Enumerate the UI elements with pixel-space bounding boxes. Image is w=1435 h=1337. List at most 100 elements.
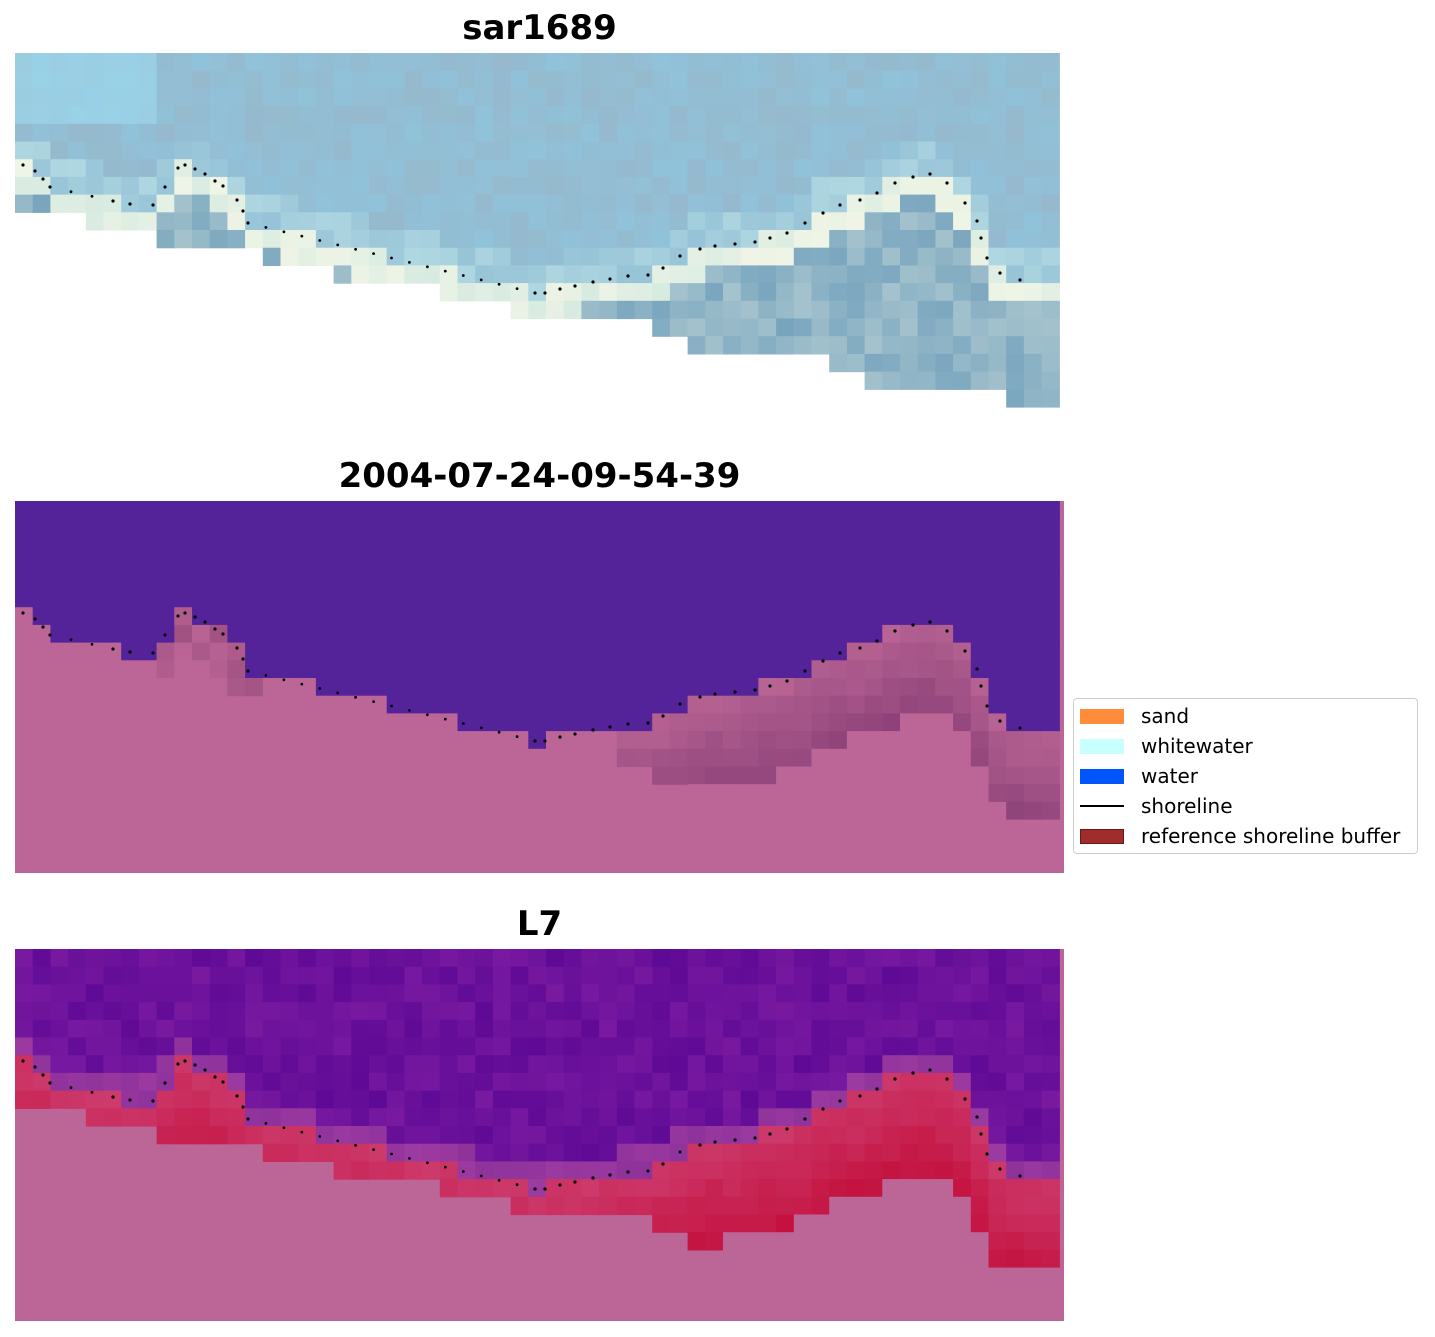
shoreline-point	[661, 266, 665, 270]
shoreline-point	[875, 1087, 879, 1091]
shoreline-point	[753, 240, 757, 244]
shoreline-point	[300, 1130, 304, 1134]
shoreline-point	[698, 1143, 702, 1147]
shoreline-point	[733, 242, 737, 246]
shoreline-point	[264, 226, 268, 229]
shoreline-point	[533, 291, 537, 295]
shoreline-point	[41, 177, 45, 181]
shoreline-point	[443, 1165, 447, 1169]
shoreline-point	[203, 1068, 207, 1072]
shoreline-point	[678, 1150, 682, 1154]
shoreline-point	[626, 274, 630, 278]
legend-item-shoreline: shoreline	[1080, 791, 1233, 821]
shoreline-point	[821, 1107, 825, 1111]
shoreline-point	[426, 265, 429, 269]
shoreline-point	[128, 650, 132, 654]
shoreline-point	[193, 615, 197, 619]
shoreline-point	[838, 1099, 842, 1103]
shoreline-point	[646, 273, 650, 277]
shoreline-point	[241, 657, 245, 661]
shoreline-point	[426, 1161, 429, 1165]
shoreline-point	[203, 620, 207, 624]
shoreline-point	[875, 191, 879, 195]
shoreline-point	[911, 175, 915, 179]
shoreline-point	[821, 211, 825, 215]
shoreline-point	[213, 627, 217, 631]
shoreline-point	[300, 682, 304, 686]
shoreline-point	[998, 1167, 1002, 1171]
reference-buffer-swatch	[1080, 828, 1124, 844]
legend-label-shoreline: shoreline	[1141, 794, 1233, 818]
shoreline-point	[591, 728, 595, 732]
shoreline-point	[426, 713, 429, 717]
shoreline-point	[928, 1068, 932, 1072]
shoreline-point	[264, 1122, 268, 1125]
shoreline-point	[90, 1090, 94, 1094]
shoreline-point	[838, 203, 842, 207]
shoreline-point	[858, 198, 862, 202]
shoreline-point	[183, 1059, 187, 1063]
shoreline-point	[183, 163, 187, 167]
shoreline-point	[90, 642, 94, 646]
shoreline-point	[626, 1170, 630, 1174]
shoreline-point	[733, 690, 737, 694]
shoreline-point	[41, 1073, 45, 1077]
shoreline-point	[282, 230, 286, 234]
shoreline-point	[479, 1174, 483, 1178]
shoreline-point	[875, 639, 879, 643]
shoreline-point	[21, 611, 25, 615]
shoreline-point	[163, 633, 167, 637]
shoreline-point	[128, 1098, 132, 1102]
shoreline-point	[626, 722, 630, 726]
whitewater-swatch	[1080, 738, 1124, 754]
shoreline-point	[246, 221, 250, 225]
shoreline-point	[985, 256, 989, 260]
shoreline-dots	[21, 1059, 1022, 1191]
shoreline-point	[911, 623, 915, 627]
classes-pixels	[15, 501, 1064, 873]
legend-item-reference-buffer: reference shoreline buffer	[1080, 821, 1400, 851]
shoreline-point	[543, 1187, 547, 1191]
shoreline-point	[608, 725, 612, 729]
shoreline-point	[928, 172, 932, 176]
shoreline-point	[803, 221, 807, 225]
shoreline-point	[408, 261, 411, 264]
shoreline-point	[928, 620, 932, 624]
shoreline-point	[443, 717, 447, 721]
panel-title-classes: 2004-07-24-09-54-39	[338, 456, 741, 496]
shoreline-point	[713, 244, 717, 248]
shoreline-point	[69, 638, 73, 642]
shoreline-point	[221, 1080, 225, 1084]
shoreline-point	[608, 277, 612, 281]
shoreline-point	[163, 185, 167, 189]
legend-item-water: water	[1080, 761, 1198, 791]
shoreline-dots	[21, 163, 1022, 295]
shoreline-point	[678, 254, 682, 258]
shoreline-point	[111, 199, 115, 203]
shoreline-point	[221, 632, 225, 636]
shoreline-point	[753, 688, 757, 692]
shoreline-point	[246, 669, 250, 673]
shoreline-point	[591, 1176, 595, 1180]
shoreline-point	[646, 721, 650, 725]
shoreline-point	[390, 1152, 393, 1156]
shoreline-point	[318, 687, 322, 690]
shoreline-point	[282, 678, 286, 682]
shoreline-point	[591, 280, 595, 284]
shoreline-point	[372, 700, 375, 703]
shoreline-point	[768, 684, 772, 688]
shoreline-point	[203, 172, 207, 176]
shoreline-point	[1018, 278, 1022, 282]
shoreline-point	[558, 735, 562, 739]
legend-item-sand: sand	[1080, 701, 1189, 731]
shoreline-point	[975, 667, 979, 671]
legend-label-whitewater: whitewater	[1141, 734, 1253, 758]
rgb-image-panel	[15, 53, 1064, 425]
shoreline-point	[497, 1178, 501, 1182]
shoreline-point	[893, 629, 897, 633]
shoreline-point	[1018, 1174, 1022, 1178]
shoreline-point	[372, 1148, 375, 1151]
shoreline-point	[111, 1095, 115, 1099]
shoreline-point	[443, 269, 447, 273]
shoreline-point	[543, 291, 547, 295]
